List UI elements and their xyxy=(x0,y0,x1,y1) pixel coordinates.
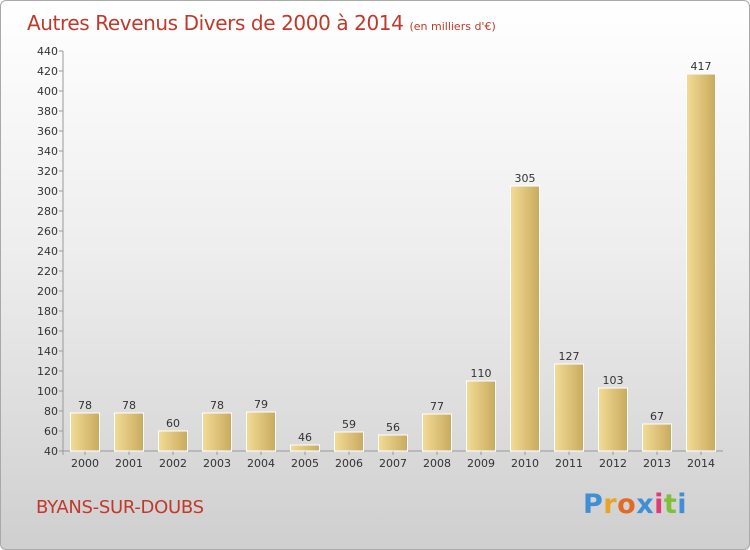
logo-letter: x xyxy=(636,489,655,520)
logo-letter: r xyxy=(603,489,618,520)
bar xyxy=(202,412,232,452)
value-label: 59 xyxy=(342,418,356,431)
y-tick-label: 340 xyxy=(37,145,58,158)
y-tick-label: 100 xyxy=(37,385,58,398)
y-tick-label: 440 xyxy=(37,45,58,58)
x-tick-label: 2006 xyxy=(335,457,363,470)
y-tick-label: 60 xyxy=(44,425,58,438)
y-tick-label: 320 xyxy=(37,165,58,178)
logo-letter: i xyxy=(654,489,664,520)
chart-title: Autres Revenus Divers de 2000 à 2014 (en … xyxy=(27,11,496,35)
value-labels: 78 78 60 78 79 46 59 56 77 110 305 127 103 67 417 xyxy=(78,60,712,444)
value-label: 77 xyxy=(430,400,444,413)
bar xyxy=(598,387,628,452)
y-tick-label: 180 xyxy=(37,305,58,318)
bar xyxy=(554,363,584,452)
bar xyxy=(246,411,276,452)
x-tick-label: 2001 xyxy=(115,457,143,470)
x-tick-label: 2002 xyxy=(159,457,187,470)
x-axis: 2000 2001 2002 2003 2004 2005 2006 2007 2008 2009… xyxy=(63,450,723,470)
value-label: 103 xyxy=(603,374,624,387)
bar xyxy=(114,412,144,452)
value-label: 78 xyxy=(78,399,92,412)
y-tick-label: 80 xyxy=(44,405,58,418)
value-label: 67 xyxy=(650,410,664,423)
y-tick-label: 400 xyxy=(37,85,58,98)
bar xyxy=(642,423,672,452)
commune-name: BYANS-SUR-DOUBS xyxy=(36,497,204,518)
value-label: 78 xyxy=(122,399,136,412)
y-tick-label: 220 xyxy=(37,265,58,278)
x-tick-label: 2009 xyxy=(467,457,495,470)
chart-title-text: Autres Revenus Divers de 2000 à 2014 xyxy=(27,11,404,35)
logo-letter: i xyxy=(677,489,688,520)
y-tick-label: 200 xyxy=(37,285,58,298)
logo-letter: o xyxy=(617,489,637,520)
value-label: 78 xyxy=(210,399,224,412)
y-tick-label: 40 xyxy=(44,445,58,458)
x-tick-label: 2000 xyxy=(71,457,99,470)
x-tick-label: 2013 xyxy=(643,457,671,470)
value-label: 305 xyxy=(515,172,536,185)
value-label: 417 xyxy=(691,60,712,73)
value-label: 127 xyxy=(559,350,580,363)
bar xyxy=(510,185,540,452)
bars xyxy=(70,73,716,452)
y-tick-label: 260 xyxy=(37,225,58,238)
bar xyxy=(686,73,716,452)
y-tick-label: 140 xyxy=(37,345,58,358)
y-tick-label: 380 xyxy=(37,105,58,118)
bar xyxy=(290,444,320,452)
value-label: 46 xyxy=(298,431,312,444)
value-label: 79 xyxy=(254,398,268,411)
bar xyxy=(378,434,408,452)
bar xyxy=(422,413,452,452)
value-label: 110 xyxy=(471,367,492,380)
x-tick-label: 2010 xyxy=(511,457,539,470)
bar xyxy=(334,431,364,452)
y-tick-label: 160 xyxy=(37,325,58,338)
logo-letter: t xyxy=(663,489,678,520)
chart-unit: (en milliers d'€) xyxy=(409,20,496,33)
y-tick-label: 120 xyxy=(37,365,58,378)
y-tick-label: 360 xyxy=(37,125,58,138)
y-tick-label: 300 xyxy=(37,185,58,198)
x-tick-label: 2008 xyxy=(423,457,451,470)
x-tick-label: 2005 xyxy=(291,457,319,470)
logo-letter: P xyxy=(583,489,604,520)
x-tick-label: 2007 xyxy=(379,457,407,470)
y-tick-label: 240 xyxy=(37,245,58,258)
bar xyxy=(466,380,496,452)
bar xyxy=(158,430,188,452)
x-tick-label: 2012 xyxy=(599,457,627,470)
x-tick-label: 2014 xyxy=(687,457,715,470)
value-label: 60 xyxy=(166,417,180,430)
x-tick-label: 2004 xyxy=(247,457,275,470)
x-tick-label: 2011 xyxy=(555,457,583,470)
y-axis: 40 60 80 100 120 140 160 180 200 220 240 260 280 300 3… xyxy=(37,45,64,458)
y-tick-label: 280 xyxy=(37,205,58,218)
y-tick-label: 420 xyxy=(37,65,58,78)
x-tick-label: 2003 xyxy=(203,457,231,470)
proxiti-logo[interactable]: Proxiti xyxy=(583,489,687,520)
bar xyxy=(70,412,100,452)
value-label: 56 xyxy=(386,421,400,434)
